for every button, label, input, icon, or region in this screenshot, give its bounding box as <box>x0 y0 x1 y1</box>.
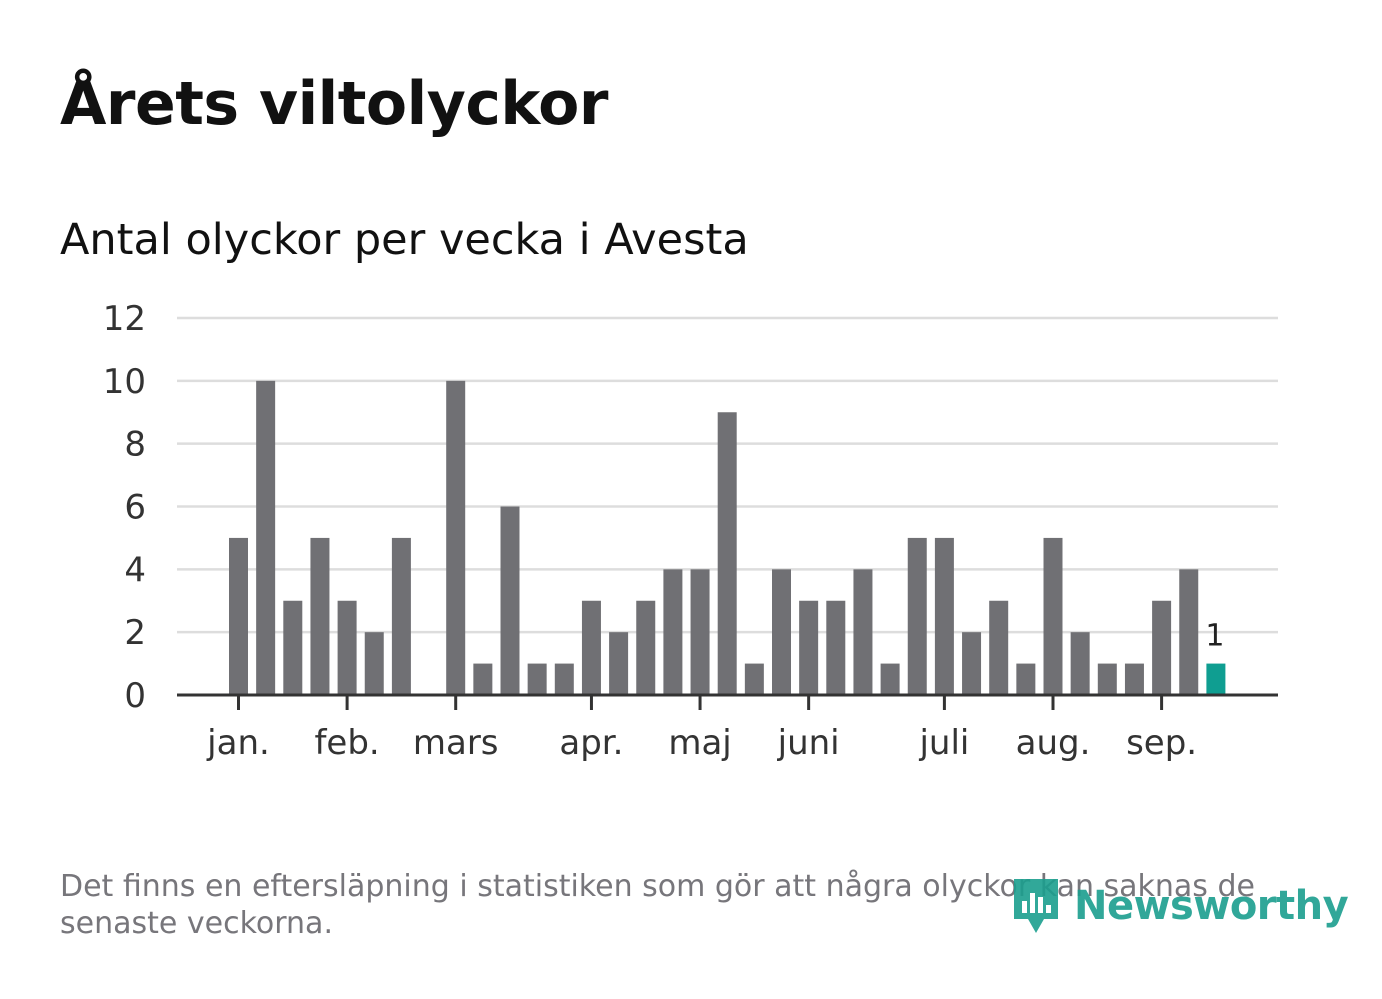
y-tick-label: 10 <box>103 362 146 402</box>
bar <box>473 663 493 695</box>
bar <box>1070 632 1090 695</box>
bar <box>1016 663 1036 695</box>
bar <box>1097 663 1117 695</box>
bar <box>391 537 411 695</box>
bar <box>229 537 248 695</box>
y-tick-label: 0 <box>124 676 146 716</box>
chart-title: Årets viltolyckor <box>60 69 609 139</box>
newsworthy-logo-icon <box>1014 879 1058 933</box>
bar <box>934 537 954 695</box>
bar <box>554 663 574 695</box>
x-tick-label: maj <box>668 723 731 763</box>
x-tick-label: jan. <box>206 723 270 763</box>
x-tick-label: feb. <box>314 723 379 763</box>
bar <box>663 569 683 695</box>
y-tick-label: 8 <box>124 425 146 465</box>
y-tick-label: 2 <box>124 613 146 653</box>
bar-chart: 0 2 4 6 8 10 12 jan. feb. mars apr. maj juni juli aug… <box>103 299 1278 763</box>
bar <box>989 600 1009 695</box>
bar <box>907 537 927 695</box>
bar <box>500 506 520 695</box>
bar <box>744 663 764 695</box>
bar <box>609 632 629 695</box>
data-labels: 1 <box>1205 619 1224 654</box>
bar <box>581 600 601 695</box>
bar <box>717 412 737 695</box>
bar <box>880 663 900 695</box>
x-tick-label: sep. <box>1126 723 1197 763</box>
bar <box>772 569 791 695</box>
y-tick-label: 4 <box>124 550 146 590</box>
bar <box>310 537 330 695</box>
bar <box>364 632 384 695</box>
y-tick-label: 12 <box>103 299 146 339</box>
x-axis: jan. feb. mars apr. maj juni juli aug. sep. <box>177 693 1278 763</box>
bar <box>446 380 466 695</box>
bar <box>1179 569 1199 695</box>
bar <box>337 600 357 695</box>
bar <box>283 600 303 695</box>
bar <box>799 600 819 695</box>
last-value-label: 1 <box>1205 619 1224 654</box>
bar <box>690 569 710 695</box>
bar <box>962 632 982 695</box>
y-axis-ticks: 0 2 4 6 8 10 12 <box>103 299 146 716</box>
bar <box>1124 663 1144 695</box>
bar <box>636 600 656 695</box>
brand-logo: Newsworthy <box>1010 875 1349 937</box>
chart-subtitle: Antal olyckor per vecka i Avesta <box>60 215 749 265</box>
x-tick-label: aug. <box>1016 723 1091 763</box>
bar-series <box>229 380 1226 695</box>
bar <box>826 600 846 695</box>
bar <box>527 663 547 695</box>
x-tick-label: juli <box>918 723 969 763</box>
brand-name: Newsworthy <box>1074 883 1349 929</box>
x-tick-label: juni <box>777 723 840 763</box>
x-tick-label: mars <box>413 723 499 763</box>
bar-latest <box>1206 663 1226 695</box>
y-tick-label: 6 <box>124 488 146 528</box>
bar <box>853 569 873 695</box>
bar <box>1043 537 1063 695</box>
bar <box>256 380 276 695</box>
x-tick-label: apr. <box>559 723 623 763</box>
bar <box>1152 600 1172 695</box>
